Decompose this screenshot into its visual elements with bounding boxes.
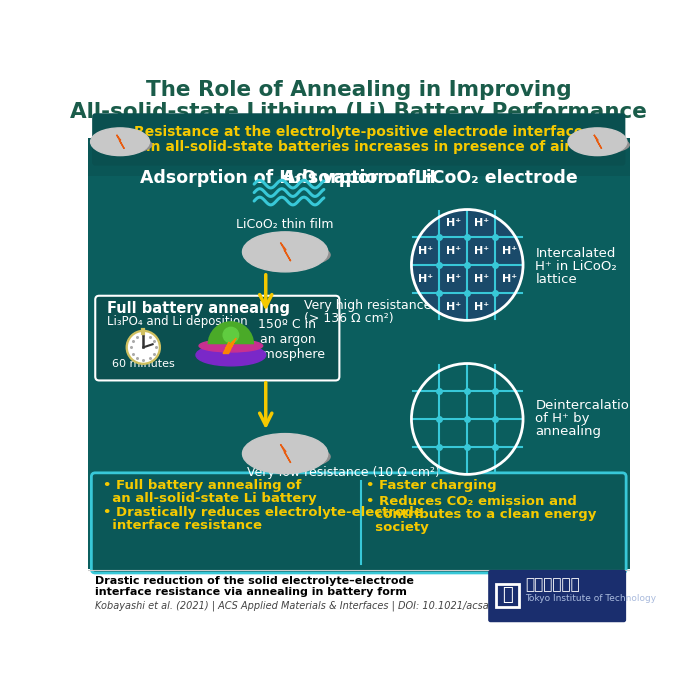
FancyBboxPatch shape xyxy=(488,570,626,622)
Text: H⁺: H⁺ xyxy=(474,302,489,312)
Text: H⁺: H⁺ xyxy=(474,246,489,256)
Text: Very low resistance (10 Ω cm²): Very low resistance (10 Ω cm²) xyxy=(247,466,440,479)
Ellipse shape xyxy=(90,128,150,155)
Text: H⁺ in LiCoO₂: H⁺ in LiCoO₂ xyxy=(536,260,617,273)
Polygon shape xyxy=(281,444,290,463)
Text: • Reduces CO₂ emission and: • Reduces CO₂ emission and xyxy=(367,495,578,508)
Text: in all-solid-state batteries increases in presence of air: in all-solid-state batteries increases i… xyxy=(146,140,571,154)
Circle shape xyxy=(412,209,523,321)
Ellipse shape xyxy=(245,444,330,469)
Text: H⁺: H⁺ xyxy=(418,274,433,284)
Circle shape xyxy=(412,363,523,475)
Text: H⁺: H⁺ xyxy=(446,218,461,228)
Text: Adsorption of H: Adsorption of H xyxy=(282,169,435,187)
Polygon shape xyxy=(223,338,237,354)
Text: H⁺: H⁺ xyxy=(501,246,517,256)
Circle shape xyxy=(126,330,160,364)
Text: Kobayashi et al. (2021) | ACS Applied Materials & Interfaces | DOI: 10.1021/acsa: Kobayashi et al. (2021) | ACS Applied Ma… xyxy=(95,601,547,611)
Text: • Drastically reduces electrolyte-electrode: • Drastically reduces electrolyte-electr… xyxy=(103,506,423,519)
Text: Very high resistance: Very high resistance xyxy=(304,300,432,312)
Ellipse shape xyxy=(568,128,627,155)
Text: interface resistance via annealing in battery form: interface resistance via annealing in ba… xyxy=(95,587,407,597)
Text: H⁺: H⁺ xyxy=(474,274,489,284)
Ellipse shape xyxy=(242,433,328,474)
Text: contributes to a clean energy: contributes to a clean energy xyxy=(367,508,597,521)
Text: All-solid-state Lithium (Li) Battery Performance: All-solid-state Lithium (Li) Battery Per… xyxy=(70,102,648,122)
Text: lattice: lattice xyxy=(536,273,578,286)
Wedge shape xyxy=(208,321,254,344)
Text: Adsorption of H₂O vapor on LiCoO₂ electrode: Adsorption of H₂O vapor on LiCoO₂ electr… xyxy=(140,169,578,187)
Text: interface resistance: interface resistance xyxy=(103,519,262,532)
Text: annealing: annealing xyxy=(536,425,601,438)
Circle shape xyxy=(223,328,239,343)
Text: • Faster charging: • Faster charging xyxy=(367,480,497,492)
Text: Intercalated: Intercalated xyxy=(536,247,616,260)
Text: 150º C in
an argon
atmosphere: 150º C in an argon atmosphere xyxy=(250,318,325,361)
Text: 東京工業大学: 東京工業大学 xyxy=(526,577,580,592)
Text: 人: 人 xyxy=(502,587,513,604)
Text: society: society xyxy=(367,521,429,534)
FancyBboxPatch shape xyxy=(88,138,630,176)
Text: 60 minutes: 60 minutes xyxy=(112,359,175,370)
Text: an all-solid-state Li battery: an all-solid-state Li battery xyxy=(103,492,316,505)
Ellipse shape xyxy=(245,243,330,267)
Polygon shape xyxy=(594,135,601,148)
Text: H⁺: H⁺ xyxy=(446,246,461,256)
FancyBboxPatch shape xyxy=(92,113,625,166)
FancyBboxPatch shape xyxy=(88,84,630,138)
Circle shape xyxy=(129,332,158,362)
Text: (> 136 Ω cm²): (> 136 Ω cm²) xyxy=(304,312,394,325)
Text: H⁺: H⁺ xyxy=(418,246,433,256)
Ellipse shape xyxy=(196,344,266,366)
FancyBboxPatch shape xyxy=(95,295,340,381)
Text: Drastic reduction of the solid electrolyte–electrode: Drastic reduction of the solid electroly… xyxy=(95,576,414,587)
Text: Li₃PO₄ and Li deposition: Li₃PO₄ and Li deposition xyxy=(107,315,248,328)
Text: H⁺: H⁺ xyxy=(501,274,517,284)
FancyBboxPatch shape xyxy=(88,569,630,623)
Text: Resistance at the electrolyte-positive electrode interface: Resistance at the electrolyte-positive e… xyxy=(134,125,583,139)
Text: H⁺: H⁺ xyxy=(446,274,461,284)
Polygon shape xyxy=(117,135,124,148)
Text: H⁺: H⁺ xyxy=(446,302,461,312)
Text: Full battery annealing: Full battery annealing xyxy=(107,301,290,316)
FancyBboxPatch shape xyxy=(92,473,626,573)
FancyBboxPatch shape xyxy=(88,138,630,570)
Ellipse shape xyxy=(570,136,629,153)
Text: of H⁺ by: of H⁺ by xyxy=(536,412,590,425)
Ellipse shape xyxy=(93,136,152,153)
Text: The Role of Annealing in Improving: The Role of Annealing in Improving xyxy=(146,80,572,100)
Ellipse shape xyxy=(242,232,328,272)
Text: • Full battery annealing of: • Full battery annealing of xyxy=(103,480,302,492)
Text: Tokyo Institute of Technology: Tokyo Institute of Technology xyxy=(526,594,657,603)
Text: Deintercalation: Deintercalation xyxy=(536,398,638,412)
Text: LiCoO₂ thin film: LiCoO₂ thin film xyxy=(237,218,334,230)
Polygon shape xyxy=(281,243,290,261)
Ellipse shape xyxy=(199,340,262,352)
Text: H⁺: H⁺ xyxy=(474,218,489,228)
